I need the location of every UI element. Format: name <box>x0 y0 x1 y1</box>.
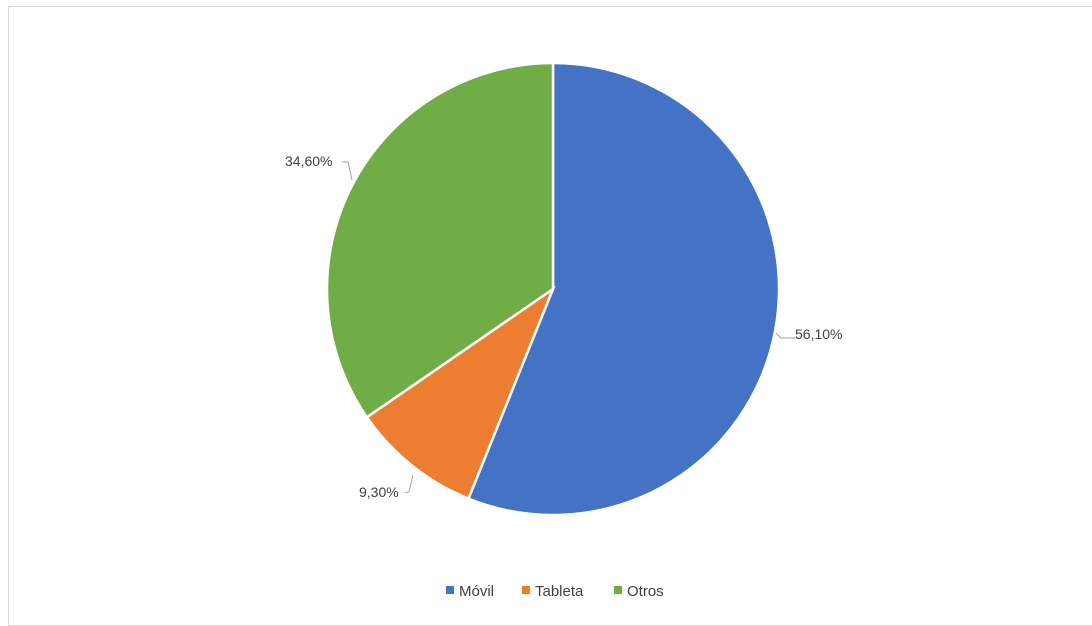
data-label-movil: 56,10% <box>795 326 842 342</box>
leader-lines <box>342 161 795 494</box>
chart-legend: Móvil Tableta Otros <box>446 583 664 600</box>
data-label-otros: 34,60% <box>285 153 332 169</box>
data-label-tableta: 9,30% <box>359 484 399 500</box>
legend-label-movil: Móvil <box>459 583 494 600</box>
pie-slices <box>325 61 781 517</box>
slice-movil <box>466 61 781 517</box>
leader-line-otros <box>342 161 353 181</box>
legend-label-otros: Otros <box>627 583 664 600</box>
legend-label-tableta: Tableta <box>535 583 584 600</box>
legend-swatch-tableta <box>522 586 530 594</box>
leader-line-movil <box>775 332 795 339</box>
legend-swatch-otros <box>614 586 622 594</box>
slice-otros <box>325 61 555 419</box>
slice-tableta <box>365 285 556 501</box>
data-labels: 56,10% 9,30% 34,60% <box>285 153 842 500</box>
leader-line-tableta <box>404 474 414 494</box>
legend-swatch-movil <box>446 586 454 594</box>
